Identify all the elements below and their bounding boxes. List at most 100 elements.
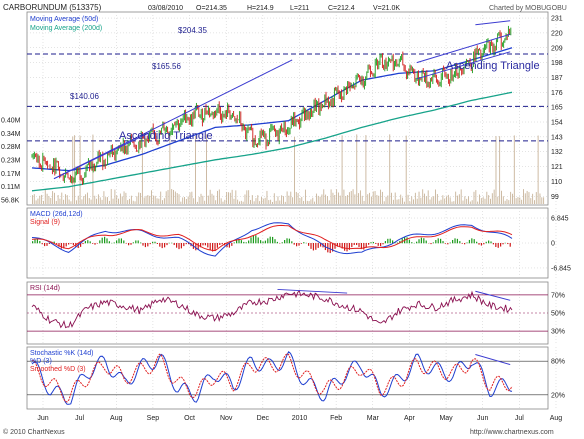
macd-histogram-bar xyxy=(358,243,360,247)
macd-histogram-bar xyxy=(272,236,274,244)
volume-bar xyxy=(138,192,140,204)
volume-bar xyxy=(165,191,167,204)
volume-bar xyxy=(63,199,65,204)
macd-histogram-bar xyxy=(125,243,127,244)
price-y-tick-label: 198 xyxy=(551,60,563,67)
volume-bar xyxy=(341,135,343,204)
macd-histogram-bar xyxy=(99,240,101,244)
volume-bar xyxy=(328,200,330,204)
macd-histogram-bar xyxy=(411,242,413,244)
macd-histogram-bar xyxy=(449,242,451,244)
volume-bar xyxy=(532,193,534,204)
volume-bar xyxy=(471,200,473,204)
macd-histogram-bar xyxy=(264,240,267,244)
macd-histogram-bar xyxy=(370,242,372,244)
symbol-label: CARBORUNDUM (513375) xyxy=(3,3,102,12)
volume-bar xyxy=(517,197,519,204)
volume-bar xyxy=(293,136,295,204)
volume-bar xyxy=(537,135,539,204)
volume-bar xyxy=(248,190,250,204)
trendlines xyxy=(53,20,511,180)
volume-bar xyxy=(418,191,420,204)
volume-bar xyxy=(283,196,284,204)
macd-histogram-bar xyxy=(380,243,382,247)
volume-bar xyxy=(32,195,33,204)
high-label: H=214.9 xyxy=(247,5,274,12)
macd-histogram-bar xyxy=(483,243,485,245)
volume-bar xyxy=(358,193,360,204)
macd-histogram-bar xyxy=(260,240,262,244)
macd-histogram-bar xyxy=(368,243,370,245)
volume-bar xyxy=(495,136,497,204)
macd-histogram-bar xyxy=(396,242,399,244)
macd-histogram-bar xyxy=(58,243,60,247)
volume-bar xyxy=(464,196,466,204)
volume-bar xyxy=(52,191,54,204)
volume-bar xyxy=(499,136,501,204)
volume-bar xyxy=(176,193,178,204)
macd-histogram-bar xyxy=(310,243,312,249)
volume-bar xyxy=(515,198,517,204)
volume-bar xyxy=(369,192,371,204)
volume-bar xyxy=(44,189,46,204)
macd-histogram-bar xyxy=(372,241,375,244)
volume-bar xyxy=(110,189,112,204)
volume-bar xyxy=(374,191,376,204)
volume-bar xyxy=(411,196,413,204)
macd-histogram-bar xyxy=(377,243,379,246)
volume-bar xyxy=(246,190,248,204)
macd-histogram-bar xyxy=(94,243,96,245)
volume-bar xyxy=(535,192,537,204)
price-y-tick-label: 231 xyxy=(551,16,563,23)
macd-histogram-bar xyxy=(418,239,420,244)
volume-bar xyxy=(541,197,543,204)
x-tick-label: Feb xyxy=(330,415,342,422)
volume-bar xyxy=(253,201,255,204)
volume-bar xyxy=(348,192,350,204)
macd-histogram-bar xyxy=(128,243,130,246)
volume-bar xyxy=(257,195,259,204)
macd-histogram-bar xyxy=(452,239,454,244)
price-y-tick-label: 121 xyxy=(551,164,563,171)
macd-histogram-bar xyxy=(65,243,67,247)
macd-histogram-bar xyxy=(262,241,264,244)
macd-histogram-bar xyxy=(502,243,504,245)
volume-bar xyxy=(189,192,191,204)
volume-bar xyxy=(460,189,462,204)
macd-histogram-bar xyxy=(471,238,473,244)
x-tick-label: Jul xyxy=(75,415,84,422)
volume-bar xyxy=(497,196,499,204)
volume-bar xyxy=(534,200,535,204)
stochastic-y-tick-label: 20% xyxy=(551,392,565,399)
volume-bar xyxy=(277,196,279,204)
macd-histogram-bar xyxy=(360,243,363,250)
volume-tick-label: 0.11M xyxy=(1,184,20,191)
volume-bar xyxy=(330,189,332,204)
macd-histogram-bar xyxy=(164,243,166,248)
volume-bar xyxy=(539,193,541,204)
volume-bar xyxy=(237,199,239,204)
ma50-line xyxy=(31,47,513,172)
macd-histogram-bar xyxy=(334,243,336,249)
macd-histogram-bar xyxy=(180,243,183,249)
macd-histogram-bar xyxy=(389,238,391,244)
x-tick-label: Oct xyxy=(184,415,195,422)
volume-bar xyxy=(141,135,143,204)
macd-histogram-bar xyxy=(156,243,159,244)
volume-bar xyxy=(310,199,312,204)
volume-bar xyxy=(352,189,354,204)
macd-histogram-bar xyxy=(444,243,447,244)
volume-bar xyxy=(125,192,127,204)
volume-bar xyxy=(354,194,356,204)
volume-bar xyxy=(235,190,237,204)
volume-bar xyxy=(206,134,207,204)
volume-tick-label: 56.8K xyxy=(1,198,20,205)
volume-bar xyxy=(96,198,98,204)
volume-label: V=21.0K xyxy=(373,5,400,12)
volume-bar xyxy=(526,190,528,204)
volume-bar xyxy=(315,193,317,204)
volume-bar xyxy=(486,191,488,204)
macd-histogram-bar xyxy=(108,241,111,244)
macd-histogram-bar xyxy=(216,243,219,248)
